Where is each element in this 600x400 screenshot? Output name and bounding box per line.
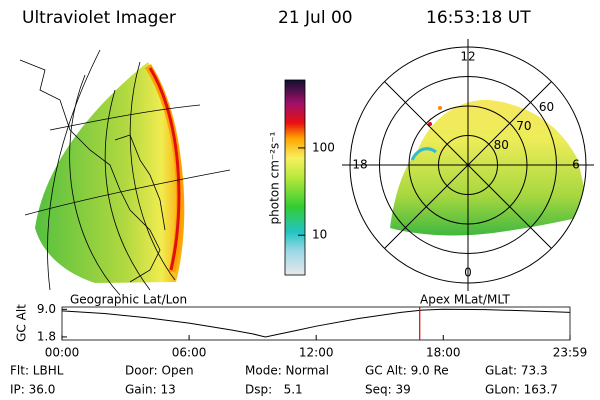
info-field: Flt: LBHL	[10, 364, 64, 378]
polar-label: Apex MLat/MLT	[420, 293, 510, 307]
info-field: IP: 36.0	[10, 383, 55, 397]
time: 16:53:18 UT	[426, 8, 531, 28]
altitude-line	[61, 308, 571, 338]
x-tick-label: 23:59	[553, 346, 588, 360]
polar-image	[390, 99, 586, 236]
colorbar-tick-label: 10	[312, 228, 327, 242]
info-field: Gain: 13	[125, 383, 176, 397]
mlat-label: 80	[494, 138, 509, 152]
map-label: Geographic Lat/Lon	[70, 293, 187, 307]
mlat-label: 70	[516, 119, 531, 133]
mlat-label: 60	[539, 100, 554, 114]
info-field: GC Alt: 9.0 Re	[365, 364, 449, 378]
info-field: Dsp: 5.1	[245, 383, 303, 397]
mlt-label: 6	[572, 158, 580, 172]
y-axis-label: GC Alt	[15, 304, 29, 342]
mlt-label: 0	[464, 266, 472, 280]
colorbar-tick-label: 100	[312, 140, 335, 154]
instrument-title: Ultraviolet Imager	[22, 8, 176, 28]
x-tick-label: 18:00	[426, 346, 461, 360]
info-field: Mode: Normal	[245, 364, 329, 378]
info-field: Seq: 39	[365, 383, 411, 397]
colorbar-label: photon cm⁻²s⁻¹	[268, 131, 282, 224]
y-tick-label: 9.0	[37, 302, 56, 316]
info-field: GLon: 163.7	[485, 383, 558, 397]
date: 21 Jul 00	[278, 8, 353, 28]
x-tick-label: 06:00	[172, 346, 207, 360]
colorbar	[284, 79, 306, 276]
mlt-label: 12	[460, 50, 475, 64]
y-tick-label: 1.8	[37, 329, 56, 343]
info-field: GLat: 73.3	[485, 364, 548, 378]
mlt-label: 18	[352, 158, 367, 172]
geographic-image	[19, 49, 231, 296]
x-tick-label: 12:00	[299, 346, 334, 360]
x-tick-label: 00:00	[45, 346, 80, 360]
info-field: Door: Open	[125, 364, 194, 378]
